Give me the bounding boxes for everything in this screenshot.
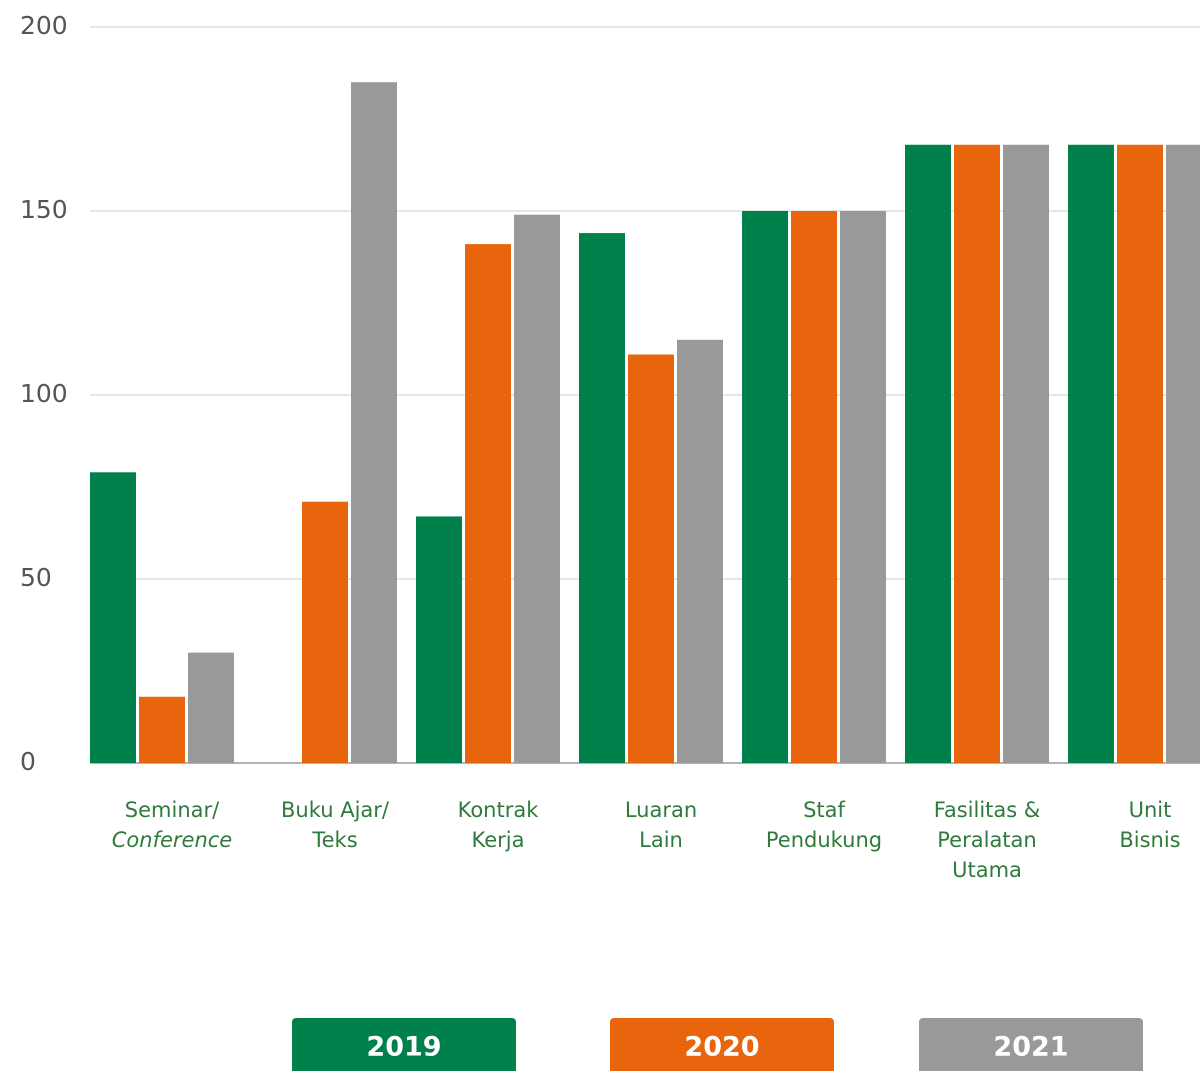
bar [579, 233, 625, 763]
bar [954, 144, 1000, 763]
bar [139, 696, 185, 763]
bar [1003, 144, 1049, 763]
y-tick-label: 200 [20, 11, 68, 40]
x-tick-label: Peralatan [937, 828, 1036, 852]
legend-swatch [919, 1018, 1143, 1071]
bar [840, 211, 886, 763]
bar [514, 214, 560, 763]
x-tick-label: Fasilitas & [934, 798, 1041, 822]
y-tick-label: 150 [20, 195, 68, 224]
bar [416, 516, 462, 763]
legend-swatch [292, 1018, 516, 1071]
bar [1166, 144, 1200, 763]
y-tick-label: 100 [20, 379, 68, 408]
x-tick-label: Conference [112, 828, 232, 852]
bar [791, 211, 837, 763]
x-tick-label: Pendukung [766, 828, 882, 852]
x-tick-label: Buku Ajar/ [281, 798, 390, 822]
x-tick-label: Lain [639, 828, 683, 852]
bar [677, 339, 723, 763]
x-tick-label: Teks [311, 828, 357, 852]
bar [90, 472, 136, 763]
legend-label: 2021 [993, 1032, 1068, 1063]
bar [302, 501, 348, 763]
legend-label: 2019 [366, 1032, 441, 1063]
x-tick-label: Kontrak [458, 798, 540, 822]
bar [905, 144, 951, 763]
legend-swatch [610, 1018, 834, 1071]
bar [628, 354, 674, 763]
bar [1068, 144, 1114, 763]
x-tick-label: Kerja [472, 828, 525, 852]
bar [351, 82, 397, 763]
bar [742, 211, 788, 763]
bar [465, 244, 511, 763]
bar [1117, 144, 1163, 763]
x-tick-label: Luaran [625, 798, 697, 822]
x-tick-label: Seminar/ [125, 798, 220, 822]
bar [188, 652, 234, 763]
y-tick-label: 0 [20, 747, 36, 776]
y-tick-label: 50 [20, 563, 52, 592]
x-tick-label: Utama [952, 858, 1022, 882]
x-tick-label: Bisnis [1119, 828, 1180, 852]
x-tick-label: Staf [803, 798, 845, 822]
x-tick-label: Unit [1129, 798, 1172, 822]
legend-label: 2020 [684, 1032, 759, 1063]
